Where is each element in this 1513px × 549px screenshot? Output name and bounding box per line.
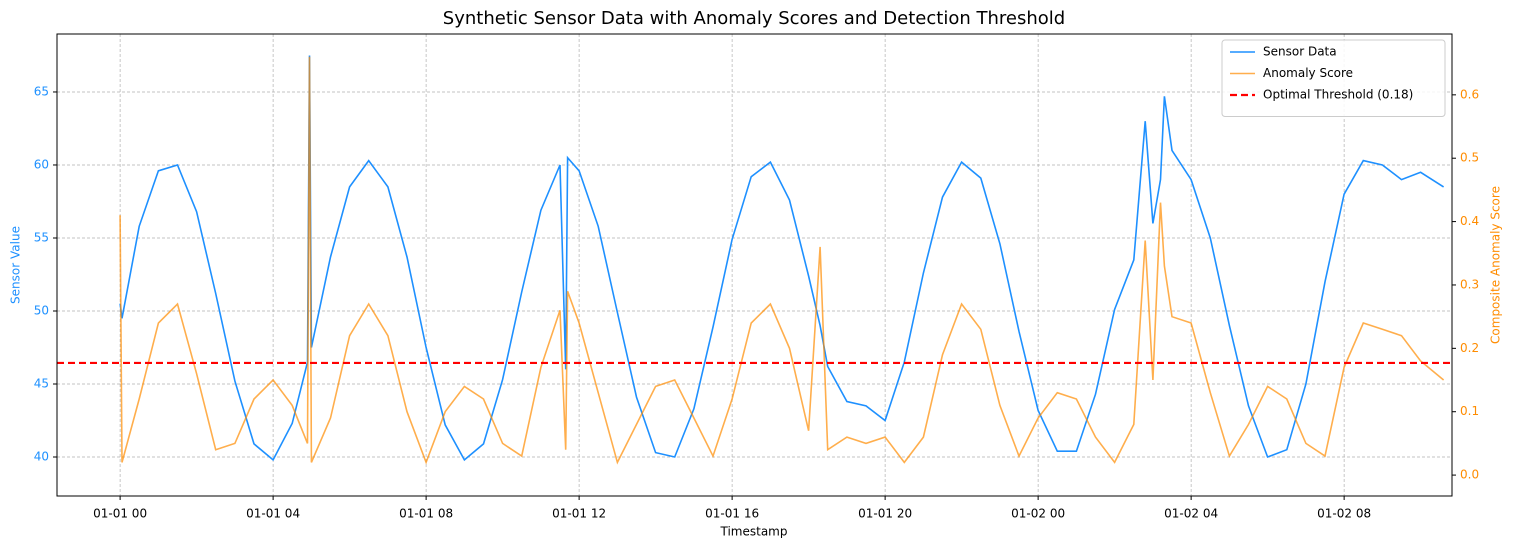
y2-tick-label: 0.0: [1460, 468, 1479, 482]
legend-label: Optimal Threshold (0.18): [1263, 88, 1413, 102]
data-line: [119, 56, 1445, 465]
legend-box: [1221, 39, 1446, 117]
y2-tick-label: 0.2: [1460, 341, 1479, 355]
x-tick-label: 01-02 08: [1317, 507, 1371, 521]
x-tick-label: 01-01 04: [246, 507, 300, 521]
y2-axis-label: Composite Anomaly Score: [1489, 186, 1503, 344]
plot-frame: [56, 33, 1453, 497]
x-tick-label: 01-01 08: [399, 507, 453, 521]
y2-tick-label: 0.3: [1460, 277, 1479, 291]
y-tick-label: 65: [34, 84, 49, 98]
x-tick-label: 01-01 12: [552, 507, 606, 521]
x-tick-label: 01-02 00: [1011, 507, 1065, 521]
legend-label: Anomaly Score: [1263, 66, 1353, 80]
y-tick-label: 60: [34, 157, 49, 171]
chart-title: Synthetic Sensor Data with Anomaly Score…: [443, 8, 1065, 29]
y-tick-label: 45: [34, 377, 49, 391]
y2-tick-label: 0.6: [1460, 87, 1479, 101]
x-tick-label: 01-01 16: [705, 507, 759, 521]
y2-tick-label: 0.1: [1460, 404, 1479, 418]
x-axis-label: Timestamp: [720, 525, 788, 539]
x-tick-label: 01-01 20: [858, 507, 912, 521]
y2-tick-label: 0.5: [1460, 151, 1479, 165]
y-tick-label: 50: [34, 303, 49, 317]
y-axis-label: Sensor Value: [9, 226, 23, 304]
x-tick-label: 01-02 04: [1164, 507, 1218, 521]
y-tick-label: 55: [34, 230, 49, 244]
y-tick-label: 40: [34, 450, 49, 464]
legend-label: Sensor Data: [1263, 45, 1337, 59]
x-tick-label: 01-01 00: [93, 507, 147, 521]
y2-tick-label: 0.4: [1460, 214, 1479, 228]
